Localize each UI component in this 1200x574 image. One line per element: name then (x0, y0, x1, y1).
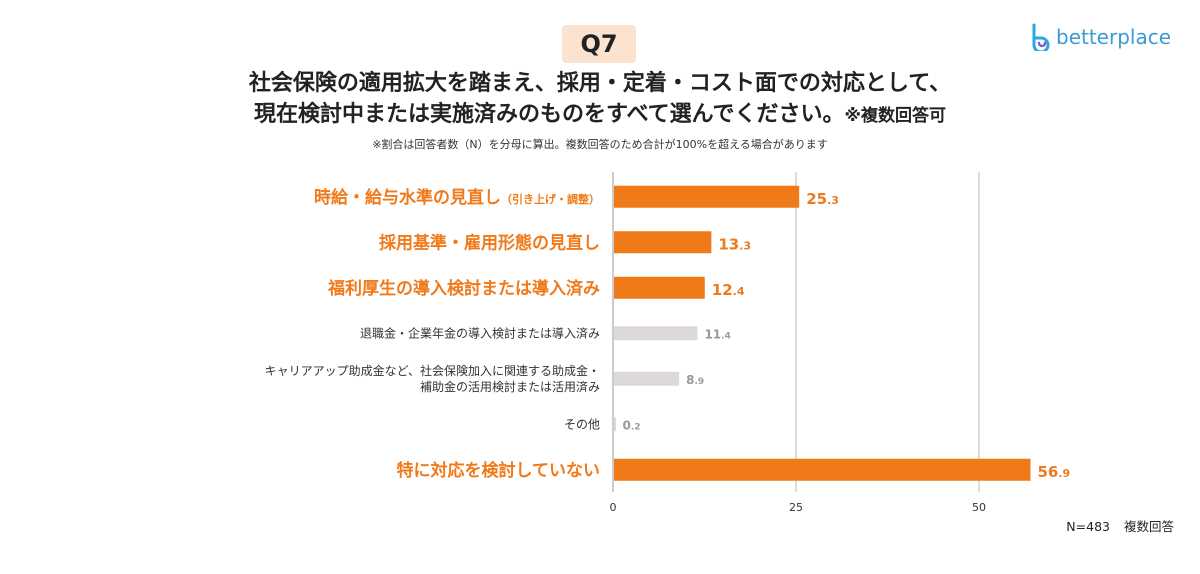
category-label-4-line2: 補助金の活用検討または活用済み (420, 379, 600, 394)
bar-6 (614, 458, 1031, 481)
brand-logo: betterplace (1030, 22, 1171, 52)
bar-3 (614, 326, 698, 341)
value-label-3: 11.4 (704, 327, 730, 341)
value-label-1: 13.3 (718, 235, 751, 253)
x-tick-label: 25 (789, 501, 803, 514)
category-label-1: 採用基準・雇用形態の見直し (379, 232, 600, 253)
category-label-3: 退職金・企業年金の導入検討または導入済み (360, 325, 600, 340)
title-line-2: 現在検討中または実施済みのものをすべて選んでください。※複数回答可 (0, 99, 1200, 132)
x-tick-label: 0 (610, 501, 617, 514)
question-title: 社会保険の適用拡大を踏まえ、採用・定着・コスト面での対応として、 現在検討中また… (0, 68, 1200, 132)
chart-footer: N=483 複数回答 (1052, 516, 1174, 535)
category-label-0: 時給・給与水準の見直し（引き上げ・調整） (314, 187, 600, 208)
category-label-5: その他 (564, 417, 600, 431)
category-label-6: 特に対応を検討していない (397, 460, 601, 481)
sample-size: N=483 (1066, 519, 1110, 534)
betterplace-logo-icon (1032, 23, 1050, 51)
value-label-6: 56.9 (1038, 463, 1071, 481)
chart-subnote: ※割合は回答者数（N）を分母に算出。複数回答のため合計が100%を超える場合があ… (372, 138, 828, 151)
value-label-5: 0.2 (622, 418, 640, 432)
question-badge: Q7 (562, 25, 636, 63)
answer-type: 複数回答 (1123, 519, 1174, 534)
value-label-0: 25.3 (806, 190, 839, 208)
title-line-2-text: 現在検討中または実施済みのものをすべて選んでください。 (253, 102, 845, 127)
category-label-2: 福利厚生の導入検討または導入済み (327, 278, 600, 299)
bar-5 (614, 417, 616, 432)
value-label-2: 12.4 (712, 281, 745, 299)
bar-4 (614, 371, 680, 386)
bar-1 (614, 231, 712, 254)
category-label-4: キャリアアップ助成金など、社会保険加入に関連する助成金・ (265, 363, 600, 378)
x-tick-label: 50 (972, 501, 986, 514)
bar-0 (614, 185, 800, 208)
title-note: ※複数回答可 (844, 106, 946, 126)
value-label-4: 8.9 (686, 373, 704, 387)
bar-2 (614, 276, 705, 299)
title-line-1: 社会保険の適用拡大を踏まえ、採用・定着・コスト面での対応として、 (248, 71, 952, 96)
logo-text: betterplace (1056, 25, 1172, 49)
